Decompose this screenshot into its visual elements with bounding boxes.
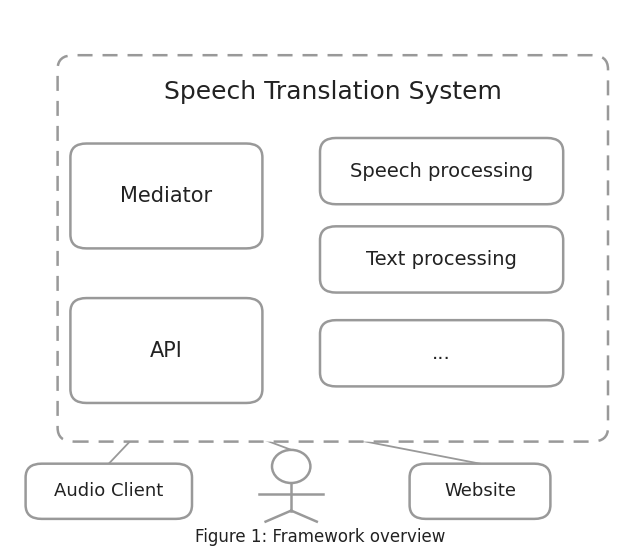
Text: Figure 1: Framework overview: Figure 1: Framework overview (195, 528, 445, 546)
Text: Mediator: Mediator (120, 186, 212, 206)
FancyBboxPatch shape (320, 320, 563, 386)
Text: Speech Translation System: Speech Translation System (164, 80, 502, 104)
FancyBboxPatch shape (410, 464, 550, 519)
FancyBboxPatch shape (320, 226, 563, 293)
Text: API: API (150, 341, 183, 360)
FancyBboxPatch shape (58, 55, 608, 442)
Text: ...: ... (432, 344, 451, 363)
FancyBboxPatch shape (70, 144, 262, 248)
Text: Website: Website (444, 482, 516, 500)
Text: Text processing: Text processing (366, 250, 517, 269)
Text: Audio Client: Audio Client (54, 482, 163, 500)
Text: Speech processing: Speech processing (350, 162, 533, 181)
FancyBboxPatch shape (70, 298, 262, 403)
FancyBboxPatch shape (26, 464, 192, 519)
FancyBboxPatch shape (320, 138, 563, 204)
